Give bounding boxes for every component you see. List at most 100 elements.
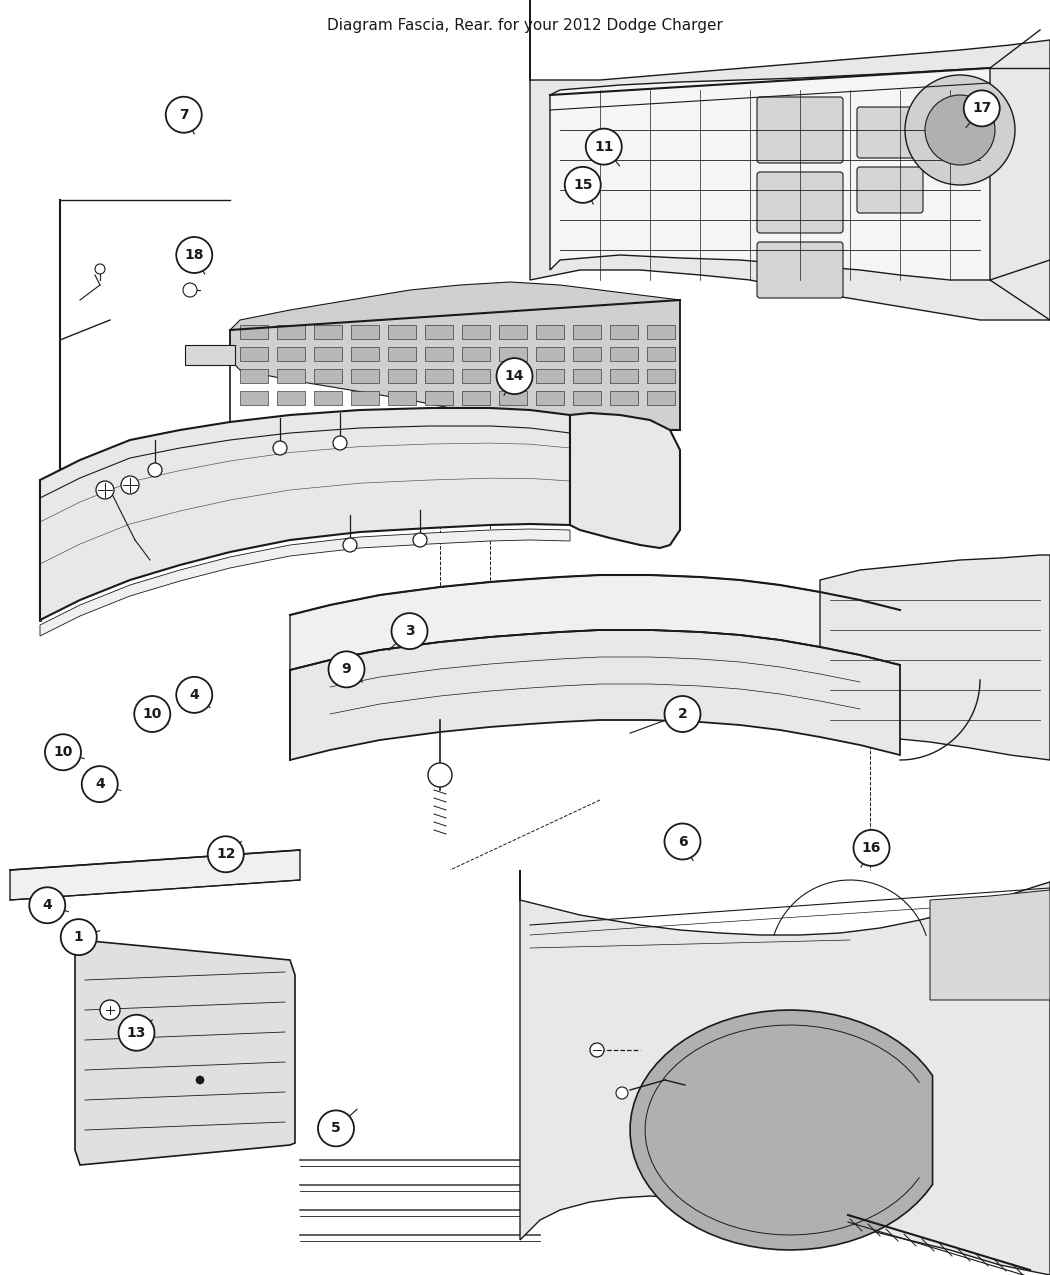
Text: Diagram Fascia, Rear. for your 2012 Dodge Charger: Diagram Fascia, Rear. for your 2012 Dodg… <box>327 18 723 33</box>
Bar <box>610 325 638 339</box>
Bar <box>536 368 564 382</box>
Bar <box>462 368 490 382</box>
Bar <box>314 391 342 405</box>
Text: 10: 10 <box>54 746 72 759</box>
Circle shape <box>590 1043 604 1057</box>
Circle shape <box>428 762 452 787</box>
Bar <box>314 325 342 339</box>
Polygon shape <box>290 630 900 760</box>
Bar <box>573 368 601 382</box>
Bar <box>351 368 379 382</box>
Circle shape <box>616 1088 628 1099</box>
Text: 4: 4 <box>42 899 52 912</box>
Bar <box>185 346 235 365</box>
Bar <box>240 391 268 405</box>
Polygon shape <box>530 0 1050 320</box>
Text: 7: 7 <box>178 108 189 121</box>
Bar <box>647 368 675 382</box>
Polygon shape <box>550 68 990 280</box>
Circle shape <box>183 283 197 297</box>
Bar <box>462 325 490 339</box>
Circle shape <box>176 677 212 713</box>
Polygon shape <box>230 282 680 430</box>
Polygon shape <box>75 921 295 1165</box>
Bar <box>351 347 379 361</box>
Bar <box>425 368 453 382</box>
Circle shape <box>176 237 212 273</box>
Bar <box>647 391 675 405</box>
Text: 2: 2 <box>677 708 688 720</box>
Bar <box>277 347 304 361</box>
Circle shape <box>273 441 287 455</box>
Circle shape <box>134 696 170 732</box>
Bar <box>388 368 416 382</box>
Bar <box>240 368 268 382</box>
Bar <box>277 325 304 339</box>
Bar <box>462 391 490 405</box>
Bar <box>499 391 527 405</box>
Bar <box>240 325 268 339</box>
Bar <box>573 347 601 361</box>
Text: 9: 9 <box>341 663 352 676</box>
Bar <box>610 368 638 382</box>
Bar <box>462 347 490 361</box>
Circle shape <box>343 538 357 552</box>
Bar <box>499 325 527 339</box>
Bar <box>425 391 453 405</box>
Bar <box>536 391 564 405</box>
Circle shape <box>565 167 601 203</box>
Text: 5: 5 <box>331 1122 341 1135</box>
Circle shape <box>148 463 162 477</box>
Circle shape <box>45 734 81 770</box>
Text: 10: 10 <box>143 708 162 720</box>
Bar <box>277 391 304 405</box>
Circle shape <box>61 919 97 955</box>
Circle shape <box>392 613 427 649</box>
Circle shape <box>100 1000 120 1020</box>
Text: 4: 4 <box>94 778 105 790</box>
Circle shape <box>208 836 244 872</box>
Circle shape <box>318 1111 354 1146</box>
Bar <box>388 391 416 405</box>
Circle shape <box>665 824 700 859</box>
Text: 13: 13 <box>127 1026 146 1039</box>
Bar <box>647 347 675 361</box>
Text: 11: 11 <box>594 140 613 153</box>
FancyBboxPatch shape <box>757 97 843 163</box>
FancyBboxPatch shape <box>757 172 843 233</box>
FancyBboxPatch shape <box>857 167 923 213</box>
Polygon shape <box>820 555 1050 760</box>
Bar <box>388 347 416 361</box>
Bar <box>647 325 675 339</box>
Circle shape <box>497 358 532 394</box>
Bar <box>351 391 379 405</box>
Text: 12: 12 <box>216 848 235 861</box>
Bar <box>314 368 342 382</box>
Bar <box>277 368 304 382</box>
Circle shape <box>586 129 622 164</box>
Circle shape <box>329 652 364 687</box>
Text: 16: 16 <box>862 842 881 854</box>
Bar <box>499 347 527 361</box>
Polygon shape <box>520 870 1050 1275</box>
Polygon shape <box>930 890 1050 1000</box>
Text: 4: 4 <box>189 688 200 701</box>
Text: 1: 1 <box>74 931 84 944</box>
Circle shape <box>964 91 1000 126</box>
Bar <box>499 368 527 382</box>
Circle shape <box>119 1015 154 1051</box>
Circle shape <box>854 830 889 866</box>
Circle shape <box>29 887 65 923</box>
Bar <box>314 347 342 361</box>
Circle shape <box>413 533 427 547</box>
Text: 15: 15 <box>573 179 592 191</box>
FancyBboxPatch shape <box>857 107 923 158</box>
Polygon shape <box>40 408 570 620</box>
Circle shape <box>333 436 347 450</box>
Bar <box>240 347 268 361</box>
Polygon shape <box>10 850 300 900</box>
Circle shape <box>82 766 118 802</box>
Bar <box>573 325 601 339</box>
Circle shape <box>665 696 700 732</box>
Polygon shape <box>290 575 900 669</box>
